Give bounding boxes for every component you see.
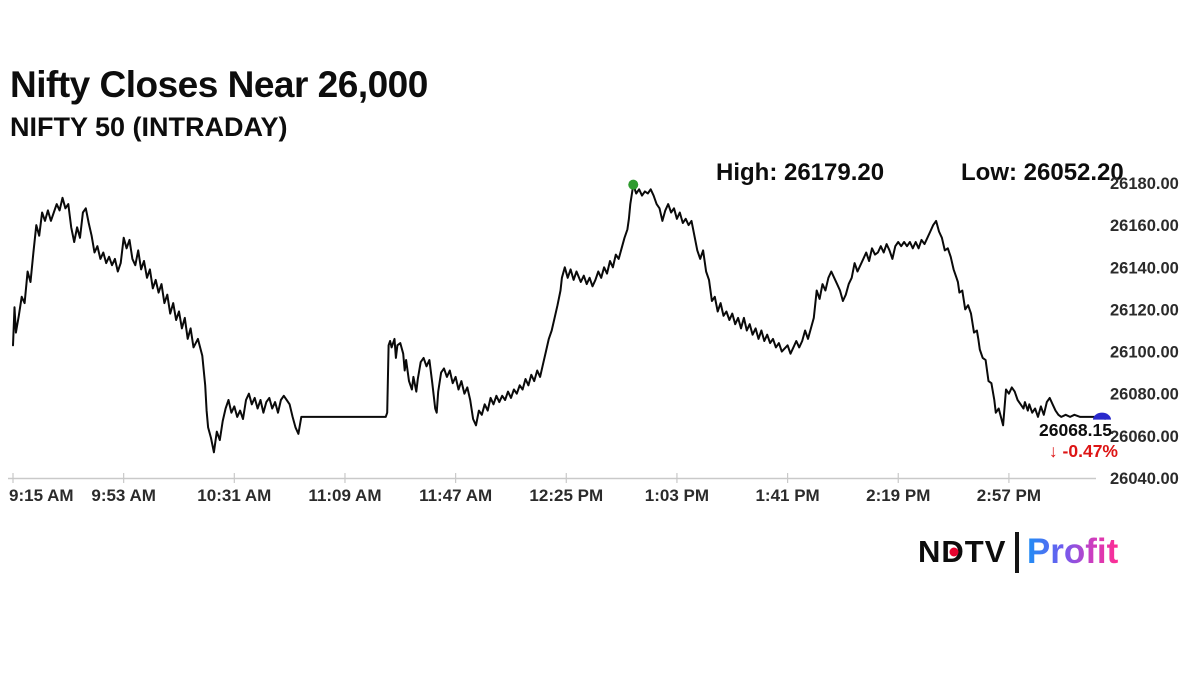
y-axis-tick-label: 26160.00	[1110, 217, 1179, 235]
x-axis-tick-label: 1:41 PM	[755, 486, 819, 505]
x-axis-tick-label: 11:47 AM	[419, 486, 492, 505]
last-price-marker	[1093, 412, 1111, 420]
x-axis-tick-label: 2:19 PM	[866, 486, 930, 505]
logo-divider	[1015, 531, 1019, 573]
x-axis-tick-label: 11:09 AM	[308, 486, 381, 505]
page-title: Nifty Closes Near 26,000	[10, 64, 428, 105]
y-axis-tick-label: 26120.00	[1110, 301, 1179, 319]
ndtv-red-dot-icon	[949, 547, 959, 557]
y-axis-tick-label: 26100.00	[1110, 344, 1179, 362]
ndtv-wordmark: NDTV	[918, 534, 1006, 570]
chart-subtitle: NIFTY 50 (INTRADAY)	[10, 112, 288, 142]
profit-wordmark: Profit	[1026, 532, 1119, 571]
y-axis-tick-label: 26060.00	[1110, 428, 1179, 446]
day-high-annotation: High: 26179.20	[716, 159, 885, 186]
ndtv-letter-n: N	[918, 534, 942, 569]
x-axis-tick-label: 10:31 AM	[197, 486, 271, 505]
y-axis-tick-label: 26140.00	[1110, 259, 1179, 277]
high-point-marker	[628, 179, 639, 190]
down-arrow-icon: ↓	[1048, 441, 1058, 461]
ndtv-letter-d: D	[941, 534, 964, 570]
ndtv-profit-logo: NDTV Profit	[918, 529, 1118, 575]
ndtv-letters-tv: TV	[964, 534, 1007, 569]
x-axis-tick-label: 9:53 AM	[91, 486, 156, 505]
x-axis-tick-label: 9:15 AM	[9, 486, 74, 505]
last-price-label: 26068.15	[1039, 420, 1112, 440]
intraday-line-chart: 9:15 AM 9:53 AM 10:31 AM 11:09 AM 11:47 AM 12…	[0, 160, 1200, 520]
y-axis-tick-label: 26080.00	[1110, 386, 1179, 404]
intraday-chart-svg: 9:15 AM 9:53 AM 10:31 AM 11:09 AM 11:47 AM 12…	[8, 175, 1179, 505]
x-axis-tick-label: 1:03 PM	[645, 486, 709, 505]
price-change-value: -0.47%	[1062, 441, 1118, 461]
y-axis-tick-label: 26040.00	[1110, 470, 1179, 488]
price-line	[12, 183, 1106, 454]
y-axis-tick-label: 26180.00	[1110, 175, 1179, 193]
day-low-annotation: Low: 26052.20	[961, 159, 1124, 186]
x-axis-tick-label: 2:57 PM	[977, 486, 1041, 505]
price-change-label: ↓ -0.47%	[930, 441, 1118, 462]
x-axis-tick-label: 12:25 PM	[529, 486, 603, 505]
